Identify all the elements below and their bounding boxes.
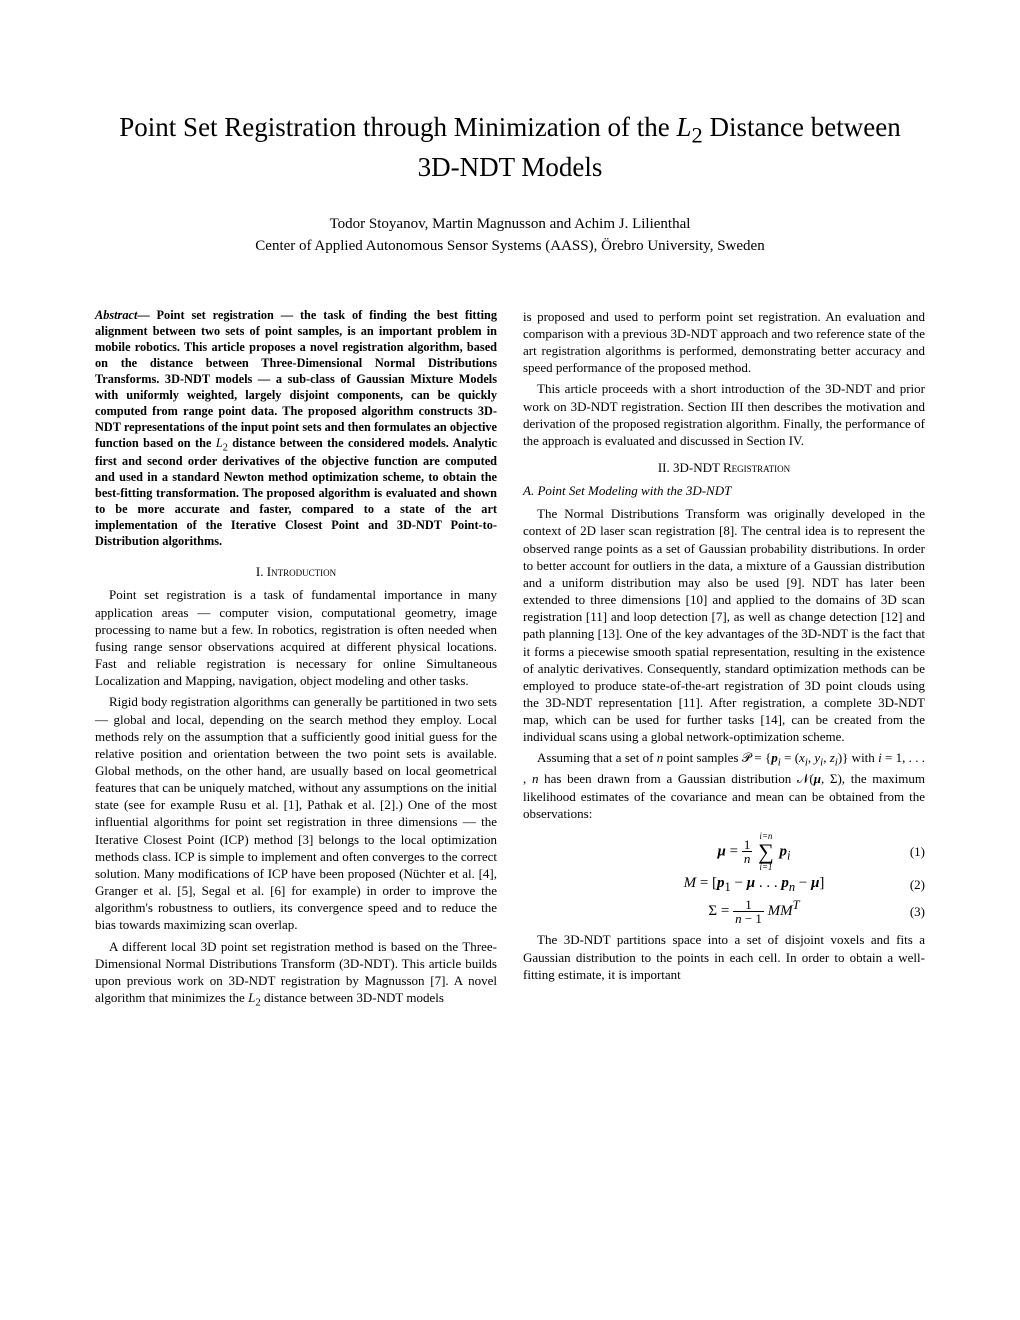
page-container: Point Set Registration through Minimizat…	[0, 0, 1020, 1320]
paper-title: Point Set Registration through Minimizat…	[95, 110, 925, 185]
section-1-title: Introduction	[267, 564, 336, 579]
section-2-title: 3D-NDT Registration	[673, 460, 790, 475]
abstract-body: — Point set registration — the task of f…	[95, 308, 497, 549]
right-column: is proposed and used to perform point se…	[523, 308, 925, 1014]
right-p2: This article proceeds with a short intro…	[523, 380, 925, 449]
abstract-block: Abstract— Point set registration — the t…	[95, 308, 497, 551]
subsection-a-heading: A. Point Set Modeling with the 3D-NDT	[523, 482, 925, 499]
section-2-heading: II. 3D-NDT Registration	[523, 459, 925, 476]
author-block: Todor Stoyanov, Martin Magnusson and Ach…	[95, 213, 925, 258]
intro-paragraph-3: A different local 3D point set registrat…	[95, 938, 497, 1010]
eq3-number: (3)	[895, 903, 925, 920]
ndt-paragraph-1: The Normal Distributions Transform was o…	[523, 505, 925, 745]
author-names: Todor Stoyanov, Martin Magnusson and Ach…	[330, 216, 691, 232]
intro-paragraph-1: Point set registration is a task of fund…	[95, 586, 497, 689]
right-continuation-p1: is proposed and used to perform point se…	[523, 308, 925, 377]
section-2-number: II.	[658, 460, 670, 475]
equation-2: M = [p1 − μ . . . pn − μ] (2)	[523, 874, 925, 896]
section-1-number: I.	[256, 564, 264, 579]
equation-1: μ = 1n i=n∑i=1 pi (1)	[523, 832, 925, 872]
eq3-body: Σ = 1n − 1 MMT	[523, 897, 895, 925]
left-column: Abstract— Point set registration — the t…	[95, 308, 497, 1014]
abstract-label: Abstract	[95, 308, 137, 322]
eq2-body: M = [p1 − μ . . . pn − μ]	[523, 874, 895, 896]
eq1-number: (1)	[895, 843, 925, 860]
ndt-paragraph-3: The 3D-NDT partitions space into a set o…	[523, 931, 925, 982]
author-affiliation: Center of Applied Autonomous Sensor Syst…	[255, 238, 764, 254]
equation-block: μ = 1n i=n∑i=1 pi (1) M = [p1 − μ . . . …	[523, 832, 925, 926]
two-column-layout: Abstract— Point set registration — the t…	[95, 308, 925, 1014]
intro-paragraph-2: Rigid body registration algorithms can g…	[95, 693, 497, 933]
equation-3: Σ = 1n − 1 MMT (3)	[523, 897, 925, 925]
ndt-paragraph-2: Assuming that a set of n point samples 𝒫…	[523, 749, 925, 821]
eq1-body: μ = 1n i=n∑i=1 pi	[523, 832, 895, 872]
section-1-heading: I. Introduction	[95, 563, 497, 580]
eq2-number: (2)	[895, 876, 925, 893]
